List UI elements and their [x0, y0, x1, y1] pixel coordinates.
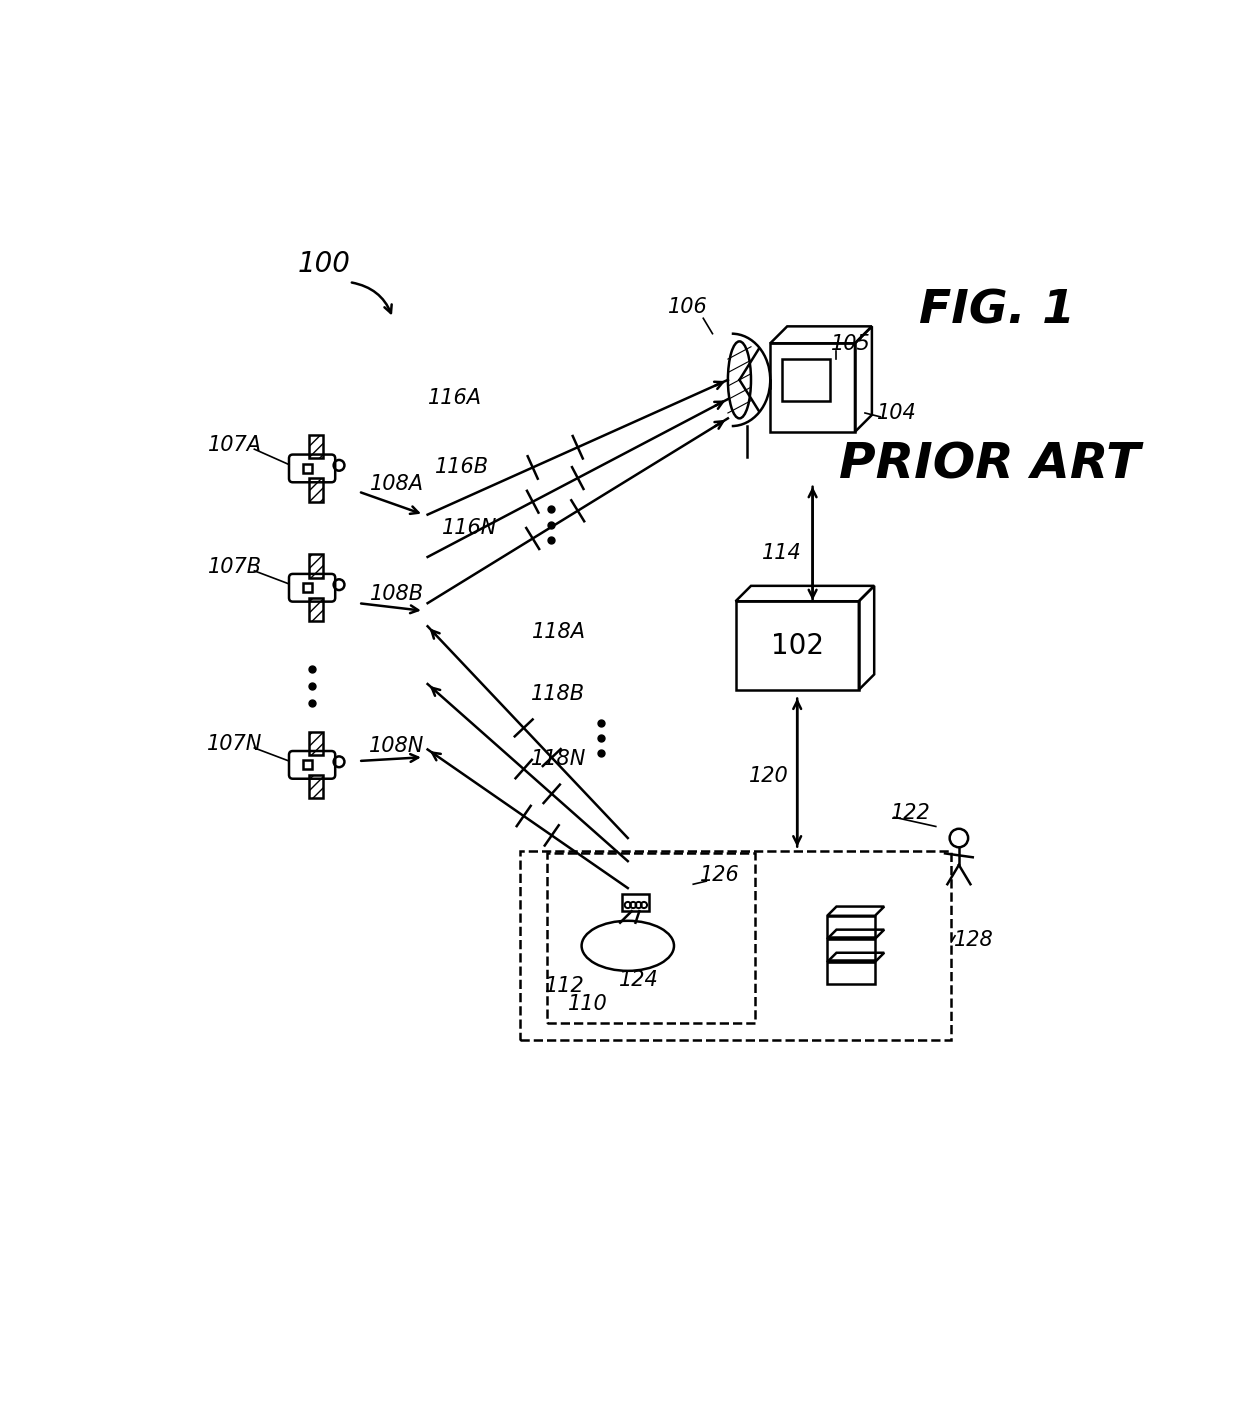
Bar	[309, 555, 322, 577]
Text: 118A: 118A	[532, 622, 585, 643]
Bar	[303, 464, 312, 474]
Bar	[309, 731, 322, 755]
Bar	[309, 478, 322, 502]
Text: PRIOR ART: PRIOR ART	[839, 440, 1141, 489]
Bar	[309, 436, 322, 458]
Text: 116N: 116N	[443, 518, 497, 538]
Bar	[735, 601, 859, 689]
Bar	[827, 939, 875, 961]
Text: 116B: 116B	[435, 457, 490, 476]
Text: 100: 100	[298, 251, 350, 279]
Bar	[309, 775, 322, 799]
Text: 126: 126	[701, 864, 740, 885]
Text: 112: 112	[544, 976, 584, 996]
Text: 106: 106	[668, 297, 708, 317]
Bar	[303, 761, 312, 769]
Text: 116A: 116A	[428, 388, 481, 408]
Bar	[621, 894, 650, 911]
Text: 107N: 107N	[207, 734, 263, 754]
Text: 108N: 108N	[370, 736, 424, 755]
Bar	[309, 598, 322, 621]
Bar	[303, 583, 312, 593]
Text: 122: 122	[892, 803, 931, 824]
Text: 114: 114	[761, 544, 802, 563]
Bar	[547, 853, 755, 1023]
Text: 102: 102	[771, 632, 823, 660]
Text: 110: 110	[568, 993, 608, 1013]
Bar	[520, 852, 951, 1040]
Text: 104: 104	[878, 403, 918, 423]
Bar	[781, 359, 830, 401]
Text: 107B: 107B	[208, 558, 262, 577]
Bar	[827, 962, 875, 984]
Text: 108B: 108B	[370, 584, 424, 604]
Text: 128: 128	[955, 930, 994, 950]
Bar	[827, 916, 875, 937]
Text: 118N: 118N	[531, 750, 587, 769]
Text: 124: 124	[620, 971, 660, 991]
Text: 108A: 108A	[370, 474, 424, 493]
Text: 118B: 118B	[532, 684, 585, 705]
Bar	[770, 343, 854, 432]
Text: 107A: 107A	[208, 436, 262, 455]
Text: 105: 105	[831, 333, 870, 353]
Text: FIG. 1: FIG. 1	[919, 289, 1075, 333]
Text: 120: 120	[749, 766, 789, 786]
